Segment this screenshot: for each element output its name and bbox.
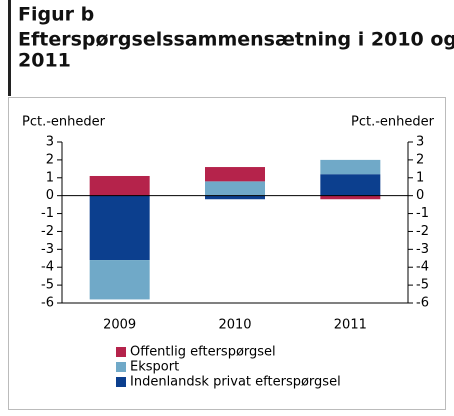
chart-heading: Figur b: [18, 4, 94, 26]
y-tick-label: -3: [41, 242, 54, 257]
y-tick-label: 0: [46, 188, 54, 203]
heading-bar: [8, 0, 11, 96]
y2-tick-label: -5: [416, 278, 429, 293]
y-tick-label: -5: [41, 278, 54, 293]
y2-tick-label: -2: [416, 224, 429, 239]
bar-segment: [89, 175, 150, 196]
bar-segment: [89, 260, 150, 300]
y2-tick-label: 1: [416, 170, 424, 185]
bar-segment: [205, 181, 265, 196]
y-tick-label: -1: [41, 206, 54, 221]
legend-swatch: [116, 377, 126, 387]
x-tick-label: 2010: [218, 318, 251, 333]
bar-segment: [320, 159, 381, 175]
x-tick-label: 2011: [334, 318, 367, 333]
y-tick-label: -4: [41, 260, 54, 275]
y2-tick-label: 2: [416, 152, 424, 167]
y2-tick-label: 0: [416, 188, 424, 203]
y-tick-label: -6: [41, 296, 54, 311]
bar-segment: [205, 195, 265, 200]
y2-tick-label: -6: [416, 296, 429, 311]
y2-tick-label: 3: [416, 135, 424, 150]
bar-segment: [89, 195, 150, 261]
bar-segment: [205, 167, 265, 182]
legend-swatch: [116, 362, 126, 372]
y-tick-label: -2: [41, 224, 54, 239]
chart-frame: [8, 97, 446, 410]
legend-label: Offentlig efterspørgsel: [130, 345, 276, 360]
x-tick-label: 2009: [103, 318, 136, 333]
chart-title: Efterspørgselssammensætning i 2010 og: [18, 29, 454, 51]
legend-label: Eksport: [130, 360, 179, 375]
y-tick-label: 1: [46, 170, 54, 185]
legend-label: Indenlandsk privat efterspørgsel: [130, 375, 341, 390]
y2-tick-label: -3: [416, 242, 429, 257]
y-axis-label: Pct.-enheder: [22, 115, 106, 130]
bar-segment: [320, 195, 381, 200]
y2-tick-label: -4: [416, 260, 429, 275]
y2-tick-label: -1: [416, 206, 429, 221]
chart-title: 2011: [18, 50, 71, 72]
y2-axis-label: Pct.-enheder: [351, 115, 435, 130]
y-tick-label: 3: [46, 135, 54, 150]
legend-swatch: [116, 347, 126, 357]
y-tick-label: 2: [46, 152, 54, 167]
bar-segment: [320, 174, 381, 196]
